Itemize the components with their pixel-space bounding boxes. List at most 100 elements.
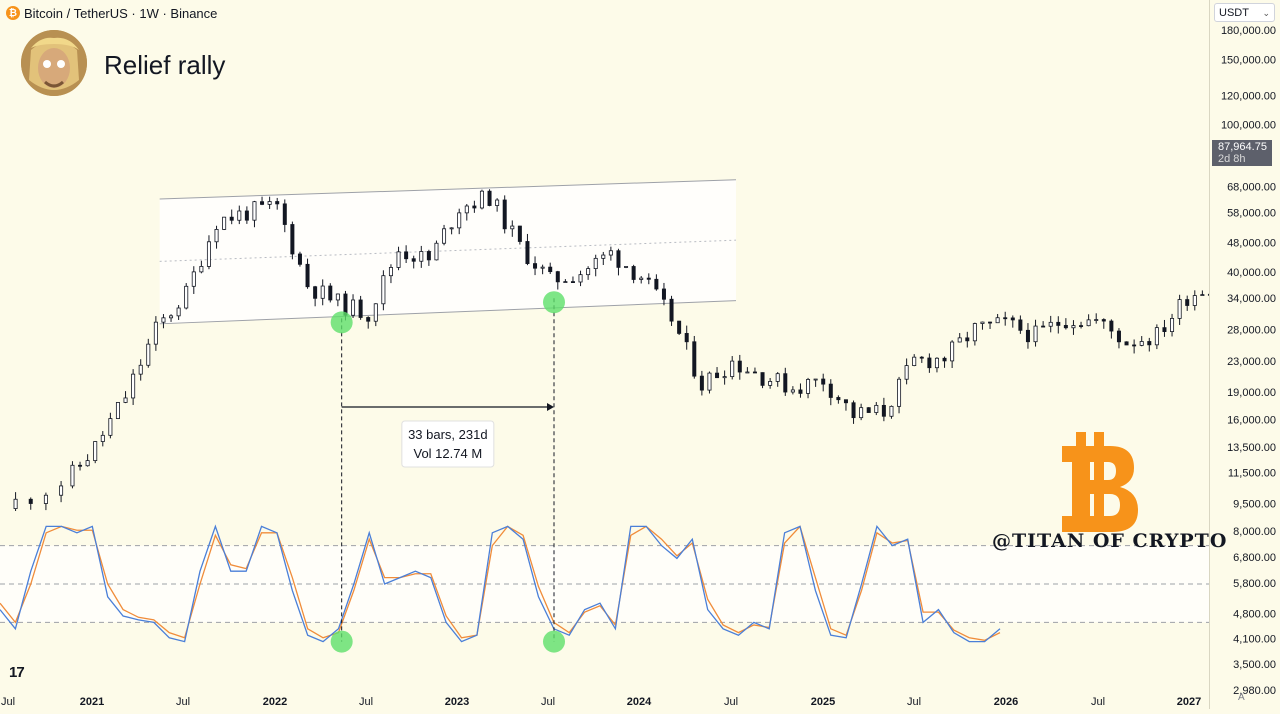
- candle-body: [320, 285, 325, 299]
- candle-body: [1185, 299, 1190, 306]
- x-tick-label: Jul: [176, 696, 190, 708]
- candle-body: [78, 464, 83, 467]
- candle-body: [381, 275, 386, 305]
- candle-body: [161, 317, 166, 323]
- candle-body: [775, 373, 780, 382]
- candle-body: [684, 333, 689, 343]
- candle-body: [1154, 327, 1159, 346]
- bar-countdown: 2d 8h: [1218, 153, 1246, 165]
- candle-body: [517, 225, 522, 242]
- candle-body: [715, 372, 720, 379]
- candle-body: [1147, 341, 1152, 346]
- candle-body: [442, 228, 447, 244]
- currency-selector[interactable]: USDT ⌄: [1214, 3, 1275, 22]
- candle-body: [934, 357, 939, 369]
- candle-body: [836, 397, 841, 401]
- idea-title: Relief rally: [104, 50, 226, 80]
- candle-body: [851, 402, 856, 419]
- candle-body: [313, 286, 318, 299]
- x-tick-label: 2023: [445, 696, 469, 708]
- candle-body: [965, 337, 970, 342]
- candle-body: [1010, 317, 1015, 321]
- channel-upper-line: [159, 179, 737, 200]
- bitcoin-logo-icon: ₿: [6, 6, 20, 20]
- x-tick-label: 2022: [263, 696, 287, 708]
- candle-body: [1124, 341, 1129, 346]
- candle-body: [1200, 294, 1205, 297]
- candle-body: [548, 266, 553, 273]
- bitcoin-b-logo: [1062, 432, 1138, 532]
- last-price-value: 87,964.75: [1218, 141, 1267, 153]
- candle-body: [972, 323, 977, 342]
- candle-body: [616, 250, 621, 268]
- y-tick-label: 68,000.00: [1227, 182, 1276, 194]
- candle-body: [252, 201, 257, 221]
- candle-body: [479, 190, 484, 209]
- candle-body: [28, 498, 33, 504]
- candle-body: [654, 278, 659, 290]
- x-tick-label: 2027: [1177, 696, 1201, 708]
- candle-body: [93, 441, 98, 462]
- y-tick-label: 4,800.00: [1233, 608, 1276, 620]
- candle-body: [828, 383, 833, 398]
- candle-body: [1003, 317, 1008, 320]
- candle-body: [396, 251, 401, 268]
- candle-body: [290, 224, 295, 255]
- candle-body: [146, 343, 151, 366]
- candle-body: [267, 201, 272, 205]
- stoch-d-line: [0, 525, 1001, 641]
- candle-body: [692, 341, 697, 377]
- candle-body: [1177, 299, 1182, 319]
- candle-body: [229, 216, 234, 221]
- candle-body: [222, 216, 227, 230]
- candle-body: [1086, 319, 1091, 327]
- y-tick-label: 11,500.00: [1228, 468, 1276, 480]
- candle-body: [434, 242, 439, 261]
- channel-mid-line: [159, 239, 737, 262]
- symbol-header[interactable]: ₿ Bitcoin / TetherUS · 1W · Binance: [6, 4, 217, 22]
- candle-body: [328, 285, 333, 301]
- candle-body: [206, 241, 211, 267]
- candle-body: [540, 266, 545, 269]
- y-tick-label: 8,000.00: [1233, 526, 1276, 538]
- candle-body: [43, 494, 48, 504]
- candle-body: [912, 356, 917, 366]
- candle-body: [730, 360, 735, 377]
- candle-body: [790, 389, 795, 393]
- tradingview-logo[interactable]: 17: [9, 664, 25, 681]
- candle-body: [631, 266, 636, 280]
- stoch-low-marker: [543, 630, 565, 653]
- candle-body: [1101, 319, 1106, 322]
- y-tick-label: 4,100.00: [1233, 634, 1276, 646]
- candle-body: [1207, 293, 1209, 296]
- y-tick-label: 2,980.00: [1233, 685, 1276, 697]
- candle-body: [563, 281, 568, 283]
- candle-body: [897, 378, 902, 407]
- candle-body: [351, 299, 356, 316]
- candle-body: [1162, 327, 1167, 332]
- candle-body: [661, 288, 666, 300]
- candle-body: [502, 199, 507, 230]
- candle-body: [1094, 319, 1099, 321]
- y-tick-label: 34,000.00: [1227, 293, 1276, 305]
- y-tick-label: 58,000.00: [1227, 207, 1276, 219]
- candle-body: [752, 371, 757, 374]
- candle-body: [1056, 321, 1061, 326]
- candle-body: [153, 321, 158, 345]
- candle-body: [100, 434, 105, 442]
- candle-body: [472, 205, 477, 209]
- candle-body: [388, 267, 393, 277]
- candle-body: [176, 307, 181, 317]
- b-logo-letter: [1062, 446, 1138, 532]
- candle-body: [1079, 325, 1084, 327]
- price-axis[interactable]: 180,000.00 150,000.00 120,000.00 100,000.00…: [1209, 0, 1280, 709]
- y-tick-label: 6,800.00: [1233, 552, 1276, 564]
- candle-body: [335, 293, 340, 301]
- candle-body: [570, 281, 575, 283]
- candle-body: [1048, 321, 1053, 327]
- candle-body: [927, 357, 932, 369]
- auto-scale-button[interactable]: A: [1238, 692, 1245, 703]
- y-tick-label: 180,000.00: [1221, 25, 1276, 37]
